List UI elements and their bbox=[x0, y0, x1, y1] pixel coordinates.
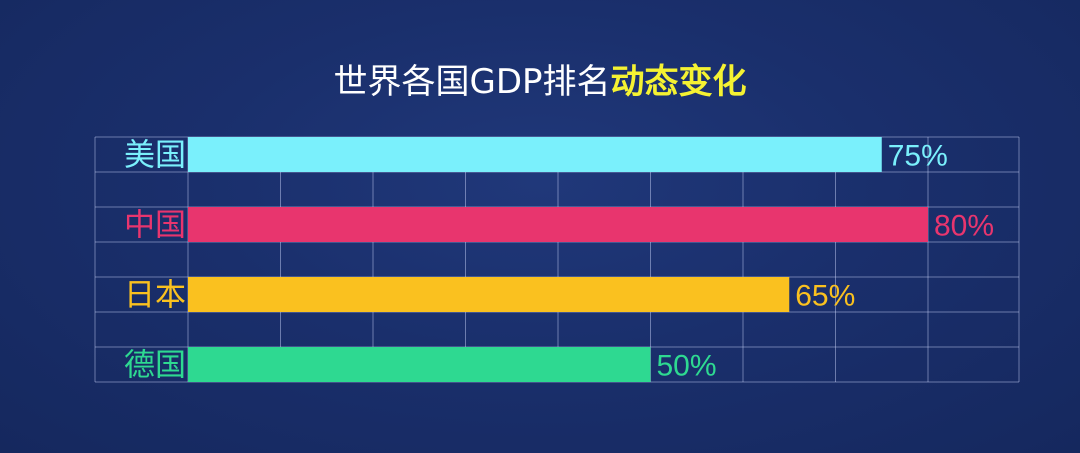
value-label: 80% bbox=[934, 210, 994, 243]
bar bbox=[188, 137, 882, 172]
bar bbox=[188, 347, 651, 382]
bar bbox=[188, 207, 928, 242]
value-label: 50% bbox=[657, 350, 717, 383]
category-label: 中国 bbox=[124, 208, 186, 244]
chart-title-main: 世界各国GDP排名 bbox=[333, 62, 611, 102]
value-labels: 75% 80% 65% 50% bbox=[657, 140, 995, 383]
value-label: 75% bbox=[888, 140, 948, 173]
chart-grid bbox=[94, 136, 1020, 383]
category-label: 德国 bbox=[124, 348, 186, 384]
category-label: 美国 bbox=[124, 138, 186, 174]
bar bbox=[188, 277, 790, 312]
value-label: 65% bbox=[795, 280, 855, 313]
chart-title: 世界各国GDP排名动态变化 bbox=[0, 54, 1080, 103]
chart-bars bbox=[188, 137, 928, 382]
category-label: 日本 bbox=[124, 278, 186, 314]
chart-title-highlight: 动态变化 bbox=[610, 62, 747, 102]
